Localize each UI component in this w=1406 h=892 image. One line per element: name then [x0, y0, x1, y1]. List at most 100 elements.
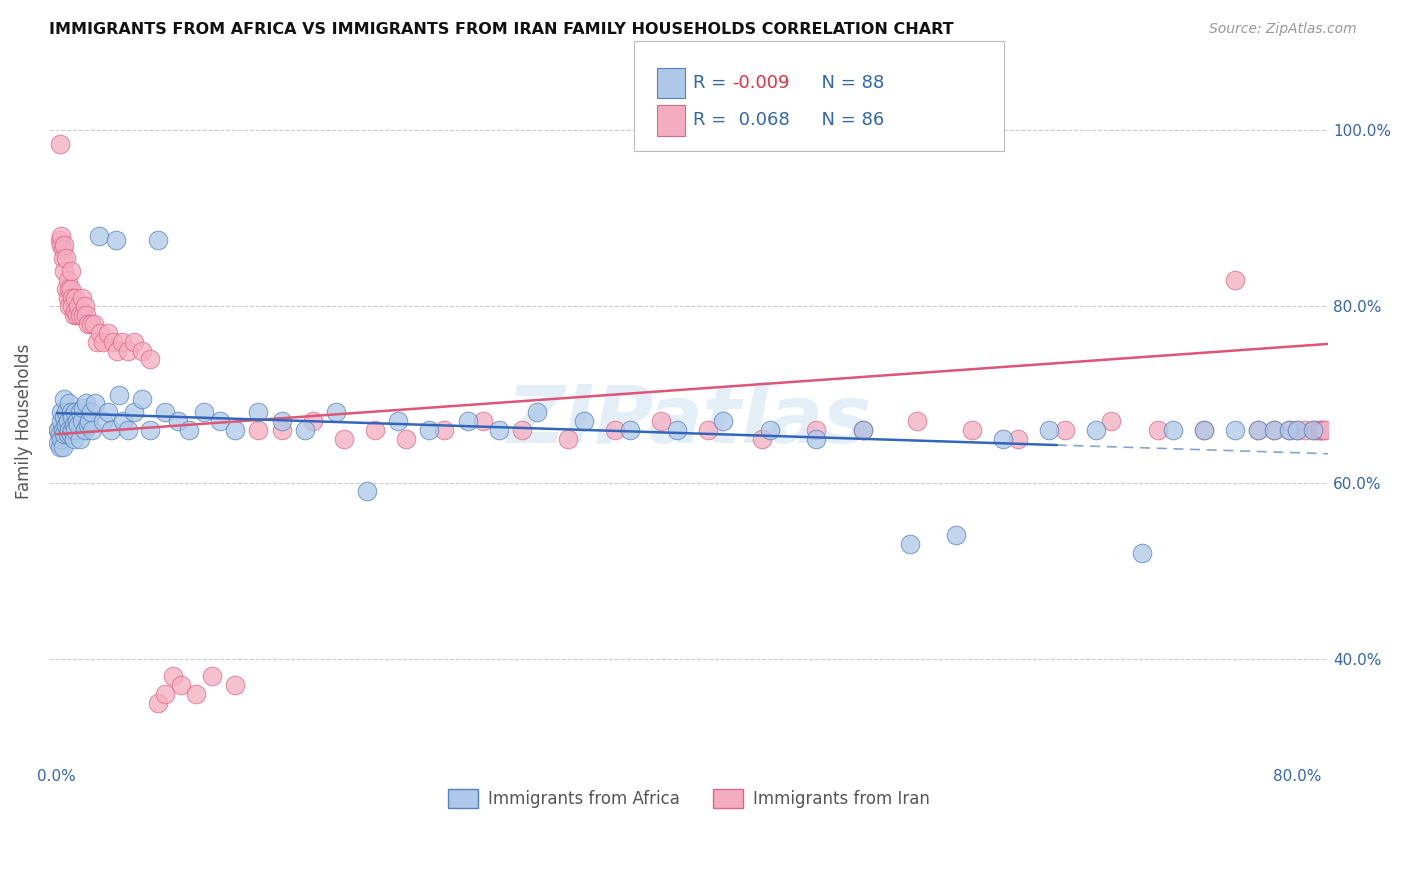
Text: 0.068: 0.068: [733, 112, 789, 129]
Point: [433, 423, 456, 437]
Point: [166, 414, 188, 428]
Point: [72, 401, 94, 415]
Point: [1309, 423, 1331, 437]
Point: [59, 282, 82, 296]
Point: [89, 326, 111, 340]
Point: [603, 423, 626, 437]
Point: [852, 423, 875, 437]
Point: [301, 414, 323, 428]
Point: [162, 669, 184, 683]
Point: [75, 396, 97, 410]
Text: R =: R =: [693, 112, 733, 129]
Point: [66, 308, 89, 322]
Point: [122, 405, 145, 419]
Point: [60, 423, 83, 437]
Point: [697, 423, 720, 437]
Point: [72, 308, 94, 322]
Point: [1263, 423, 1285, 437]
Point: [1305, 423, 1327, 437]
Point: [945, 528, 967, 542]
Point: [1192, 423, 1215, 437]
Text: IMMIGRANTS FROM AFRICA VS IMMIGRANTS FROM IRAN FAMILY HOUSEHOLDS CORRELATION CHA: IMMIGRANTS FROM AFRICA VS IMMIGRANTS FRO…: [49, 22, 953, 37]
Point: [991, 432, 1014, 446]
Point: [898, 537, 921, 551]
Point: [73, 300, 96, 314]
Point: [387, 414, 409, 428]
Point: [224, 423, 246, 437]
Point: [69, 432, 91, 446]
Point: [1192, 423, 1215, 437]
Point: [76, 418, 98, 433]
Point: [713, 414, 735, 428]
Point: [56, 414, 79, 428]
Point: [51, 432, 73, 446]
Point: [65, 423, 87, 437]
Point: [1313, 423, 1336, 437]
Point: [208, 414, 231, 428]
Point: [49, 136, 72, 151]
Point: [104, 234, 127, 248]
Point: [155, 687, 177, 701]
Point: [1223, 273, 1246, 287]
Point: [101, 334, 124, 349]
Text: N = 86: N = 86: [810, 112, 884, 129]
Point: [80, 405, 103, 419]
Point: [117, 423, 139, 437]
Point: [51, 405, 73, 419]
Text: Source: ZipAtlas.com: Source: ZipAtlas.com: [1209, 22, 1357, 37]
Point: [67, 300, 90, 314]
Point: [91, 414, 114, 428]
Point: [80, 317, 103, 331]
Point: [139, 352, 162, 367]
Point: [91, 334, 114, 349]
Point: [82, 423, 104, 437]
Point: [55, 282, 77, 296]
Legend: Immigrants from Africa, Immigrants from Iran: Immigrants from Africa, Immigrants from …: [441, 782, 936, 814]
Point: [112, 414, 135, 428]
Point: [46, 423, 69, 437]
Point: [201, 669, 224, 683]
Point: [1053, 423, 1076, 437]
Point: [751, 432, 773, 446]
Point: [59, 264, 82, 278]
Point: [139, 423, 162, 437]
Point: [53, 409, 76, 424]
Point: [58, 300, 80, 314]
Point: [457, 414, 479, 428]
Point: [960, 423, 983, 437]
Point: [1099, 414, 1122, 428]
Point: [52, 441, 75, 455]
Point: [69, 308, 91, 322]
Point: [59, 405, 82, 419]
Point: [105, 343, 128, 358]
Point: [294, 423, 316, 437]
Point: [1161, 423, 1184, 437]
Point: [56, 291, 79, 305]
Point: [356, 484, 378, 499]
Point: [1312, 423, 1334, 437]
Point: [1302, 423, 1324, 437]
Point: [55, 418, 77, 433]
Point: [1278, 423, 1301, 437]
Point: [53, 237, 76, 252]
Point: [65, 304, 87, 318]
Point: [53, 264, 76, 278]
Point: [1146, 423, 1168, 437]
Point: [60, 409, 83, 424]
Point: [76, 317, 98, 331]
Point: [86, 334, 108, 349]
Point: [84, 396, 107, 410]
Point: [56, 273, 79, 287]
Point: [117, 343, 139, 358]
Point: [51, 414, 73, 428]
Point: [65, 405, 87, 419]
Point: [472, 414, 495, 428]
Point: [1302, 423, 1324, 437]
Point: [46, 423, 69, 437]
Point: [52, 242, 75, 256]
Point: [55, 405, 77, 419]
Point: [418, 423, 440, 437]
Point: [56, 427, 79, 442]
Text: -0.009: -0.009: [733, 74, 790, 92]
Point: [73, 423, 96, 437]
